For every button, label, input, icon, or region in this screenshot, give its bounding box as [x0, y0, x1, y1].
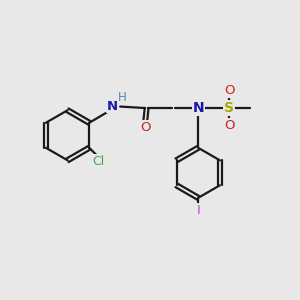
Text: S: S: [224, 101, 234, 115]
Text: N: N: [192, 101, 204, 115]
Text: N: N: [106, 100, 118, 113]
Text: Cl: Cl: [92, 154, 104, 167]
Text: H: H: [118, 91, 127, 103]
Text: O: O: [224, 118, 234, 132]
Text: I: I: [196, 204, 200, 217]
Text: O: O: [224, 85, 234, 98]
Text: O: O: [140, 121, 150, 134]
